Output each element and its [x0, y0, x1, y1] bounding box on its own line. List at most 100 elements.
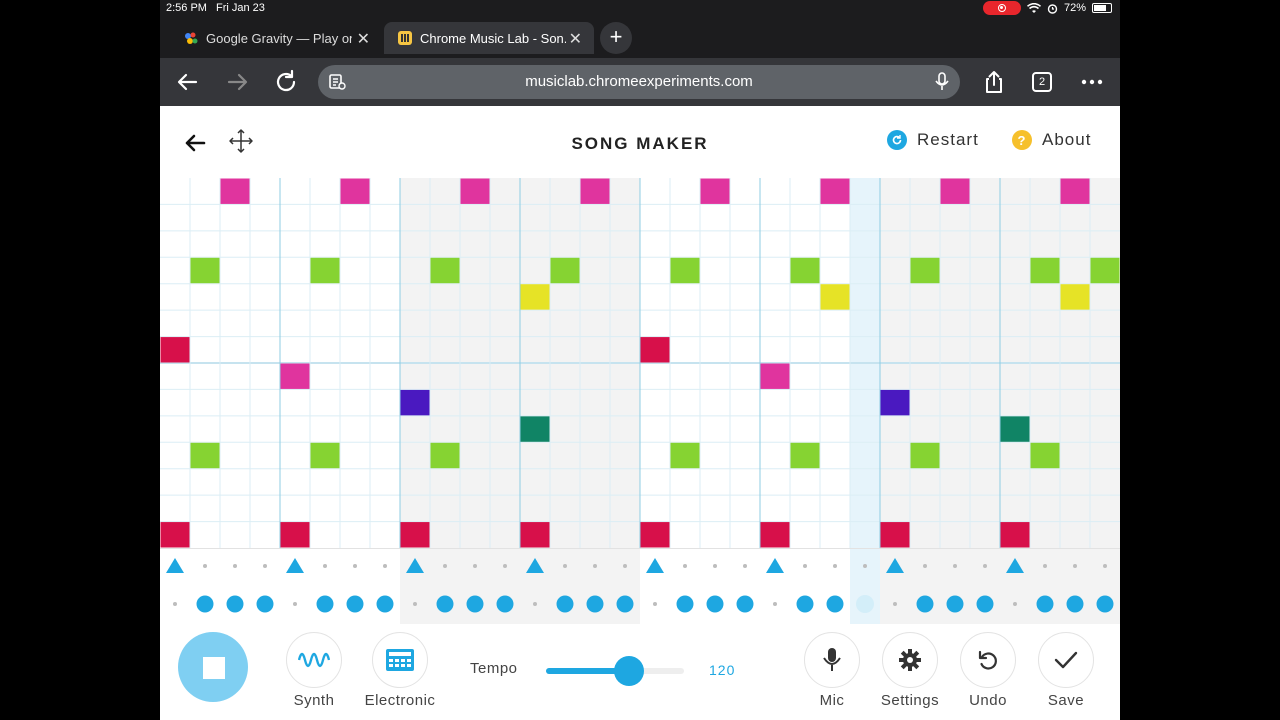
reload-icon[interactable]	[272, 68, 300, 96]
melody-note[interactable]	[310, 442, 340, 469]
percussion-empty-dot[interactable]	[353, 564, 357, 568]
percussion-circle[interactable]	[826, 595, 844, 613]
percussion-triangle[interactable]	[1006, 558, 1024, 573]
percussion-circle[interactable]	[256, 595, 274, 613]
percussion-empty-dot[interactable]	[503, 564, 507, 568]
percussion-empty-dot[interactable]	[383, 564, 387, 568]
melody-note[interactable]	[1000, 416, 1030, 442]
percussion-circle[interactable]	[196, 595, 214, 613]
percussion-empty-dot[interactable]	[293, 602, 297, 606]
percussion-circle[interactable]	[316, 595, 334, 613]
close-tab-icon[interactable]: ✕	[356, 31, 370, 48]
melody-note[interactable]	[760, 363, 790, 389]
tab-count-button[interactable]: 2	[1032, 72, 1052, 92]
melody-note[interactable]	[430, 257, 460, 284]
melody-note[interactable]	[670, 442, 700, 469]
melody-note[interactable]	[460, 178, 490, 204]
melody-note[interactable]	[400, 522, 430, 548]
electronic-drum-button[interactable]	[372, 632, 428, 688]
melody-note[interactable]	[430, 442, 460, 469]
melody-note[interactable]	[1060, 284, 1090, 310]
melody-note[interactable]	[910, 442, 940, 469]
percussion-empty-dot[interactable]	[473, 564, 477, 568]
tab-google-gravity[interactable]: Google Gravity — Play on... ✕	[170, 22, 382, 54]
percussion-empty-dot[interactable]	[413, 602, 417, 606]
percussion-circle[interactable]	[466, 595, 484, 613]
percussion-empty-dot[interactable]	[173, 602, 177, 606]
percussion-circle[interactable]	[436, 595, 454, 613]
percussion-triangle[interactable]	[886, 558, 904, 573]
save-button[interactable]	[1038, 632, 1094, 688]
melody-note[interactable]	[760, 522, 790, 548]
forward-arrow-icon[interactable]	[223, 68, 251, 96]
percussion-circle[interactable]	[676, 595, 694, 613]
about-button[interactable]: ? About	[1012, 130, 1091, 150]
melody-note[interactable]	[310, 257, 340, 284]
screen-recording-icon[interactable]	[982, 1, 1021, 15]
percussion-empty-dot[interactable]	[263, 564, 267, 568]
melody-note[interactable]	[520, 284, 550, 310]
percussion-empty-dot[interactable]	[983, 564, 987, 568]
percussion-empty-dot[interactable]	[803, 564, 807, 568]
move-arrows-icon[interactable]	[228, 128, 254, 154]
percussion-circle[interactable]	[796, 595, 814, 613]
percussion-empty-dot[interactable]	[653, 602, 657, 606]
percussion-circle[interactable]	[496, 595, 514, 613]
melody-note[interactable]	[1030, 442, 1060, 469]
melody-note[interactable]	[520, 416, 550, 442]
melody-note[interactable]	[1090, 257, 1120, 284]
percussion-empty-dot[interactable]	[713, 564, 717, 568]
percussion-empty-dot[interactable]	[593, 564, 597, 568]
melody-note[interactable]	[910, 257, 940, 284]
percussion-circle[interactable]	[1036, 595, 1054, 613]
percussion-circle[interactable]	[346, 595, 364, 613]
melody-note[interactable]	[700, 178, 730, 204]
percussion-empty-dot[interactable]	[863, 564, 867, 568]
melody-note[interactable]	[190, 442, 220, 469]
percussion-empty-dot[interactable]	[893, 602, 897, 606]
melody-note[interactable]	[940, 178, 970, 204]
melody-note[interactable]	[820, 178, 850, 204]
back-arrow-icon[interactable]	[174, 68, 202, 96]
synth-instrument-button[interactable]	[286, 632, 342, 688]
percussion-circle[interactable]	[946, 595, 964, 613]
percussion-empty-dot[interactable]	[623, 564, 627, 568]
percussion-empty-dot[interactable]	[833, 564, 837, 568]
melody-note[interactable]	[160, 522, 190, 548]
page-info-icon[interactable]	[328, 73, 346, 91]
close-tab-icon[interactable]: ✕	[568, 31, 582, 48]
address-bar[interactable]: musiclab.chromeexperiments.com	[318, 65, 960, 99]
percussion-triangle[interactable]	[286, 558, 304, 573]
more-menu-icon[interactable]	[1078, 68, 1106, 96]
percussion-circle[interactable]	[916, 595, 934, 613]
microphone-icon[interactable]	[934, 72, 950, 92]
melody-note[interactable]	[670, 257, 700, 284]
percussion-circle[interactable]	[736, 595, 754, 613]
percussion-empty-dot[interactable]	[923, 564, 927, 568]
percussion-empty-dot[interactable]	[1073, 564, 1077, 568]
percussion-empty-dot[interactable]	[1043, 564, 1047, 568]
melody-note[interactable]	[1030, 257, 1060, 284]
percussion-triangle[interactable]	[166, 558, 184, 573]
percussion-triangle[interactable]	[406, 558, 424, 573]
melody-note[interactable]	[820, 284, 850, 310]
melody-note[interactable]	[160, 337, 190, 363]
melody-note[interactable]	[280, 522, 310, 548]
new-tab-button[interactable]: +	[600, 22, 632, 54]
percussion-empty-dot[interactable]	[773, 602, 777, 606]
percussion-triangle[interactable]	[646, 558, 664, 573]
share-icon[interactable]	[980, 68, 1008, 96]
percussion-empty-dot[interactable]	[203, 564, 207, 568]
percussion-circle[interactable]	[226, 595, 244, 613]
percussion-empty-dot[interactable]	[323, 564, 327, 568]
melody-note[interactable]	[520, 522, 550, 548]
percussion-circle[interactable]	[376, 595, 394, 613]
settings-button[interactable]	[882, 632, 938, 688]
melody-note[interactable]	[550, 257, 580, 284]
percussion-circle[interactable]	[1096, 595, 1114, 613]
percussion-empty-dot[interactable]	[683, 564, 687, 568]
percussion-triangle[interactable]	[766, 558, 784, 573]
melody-note[interactable]	[640, 337, 670, 363]
melody-note[interactable]	[790, 442, 820, 469]
melody-note[interactable]	[640, 522, 670, 548]
